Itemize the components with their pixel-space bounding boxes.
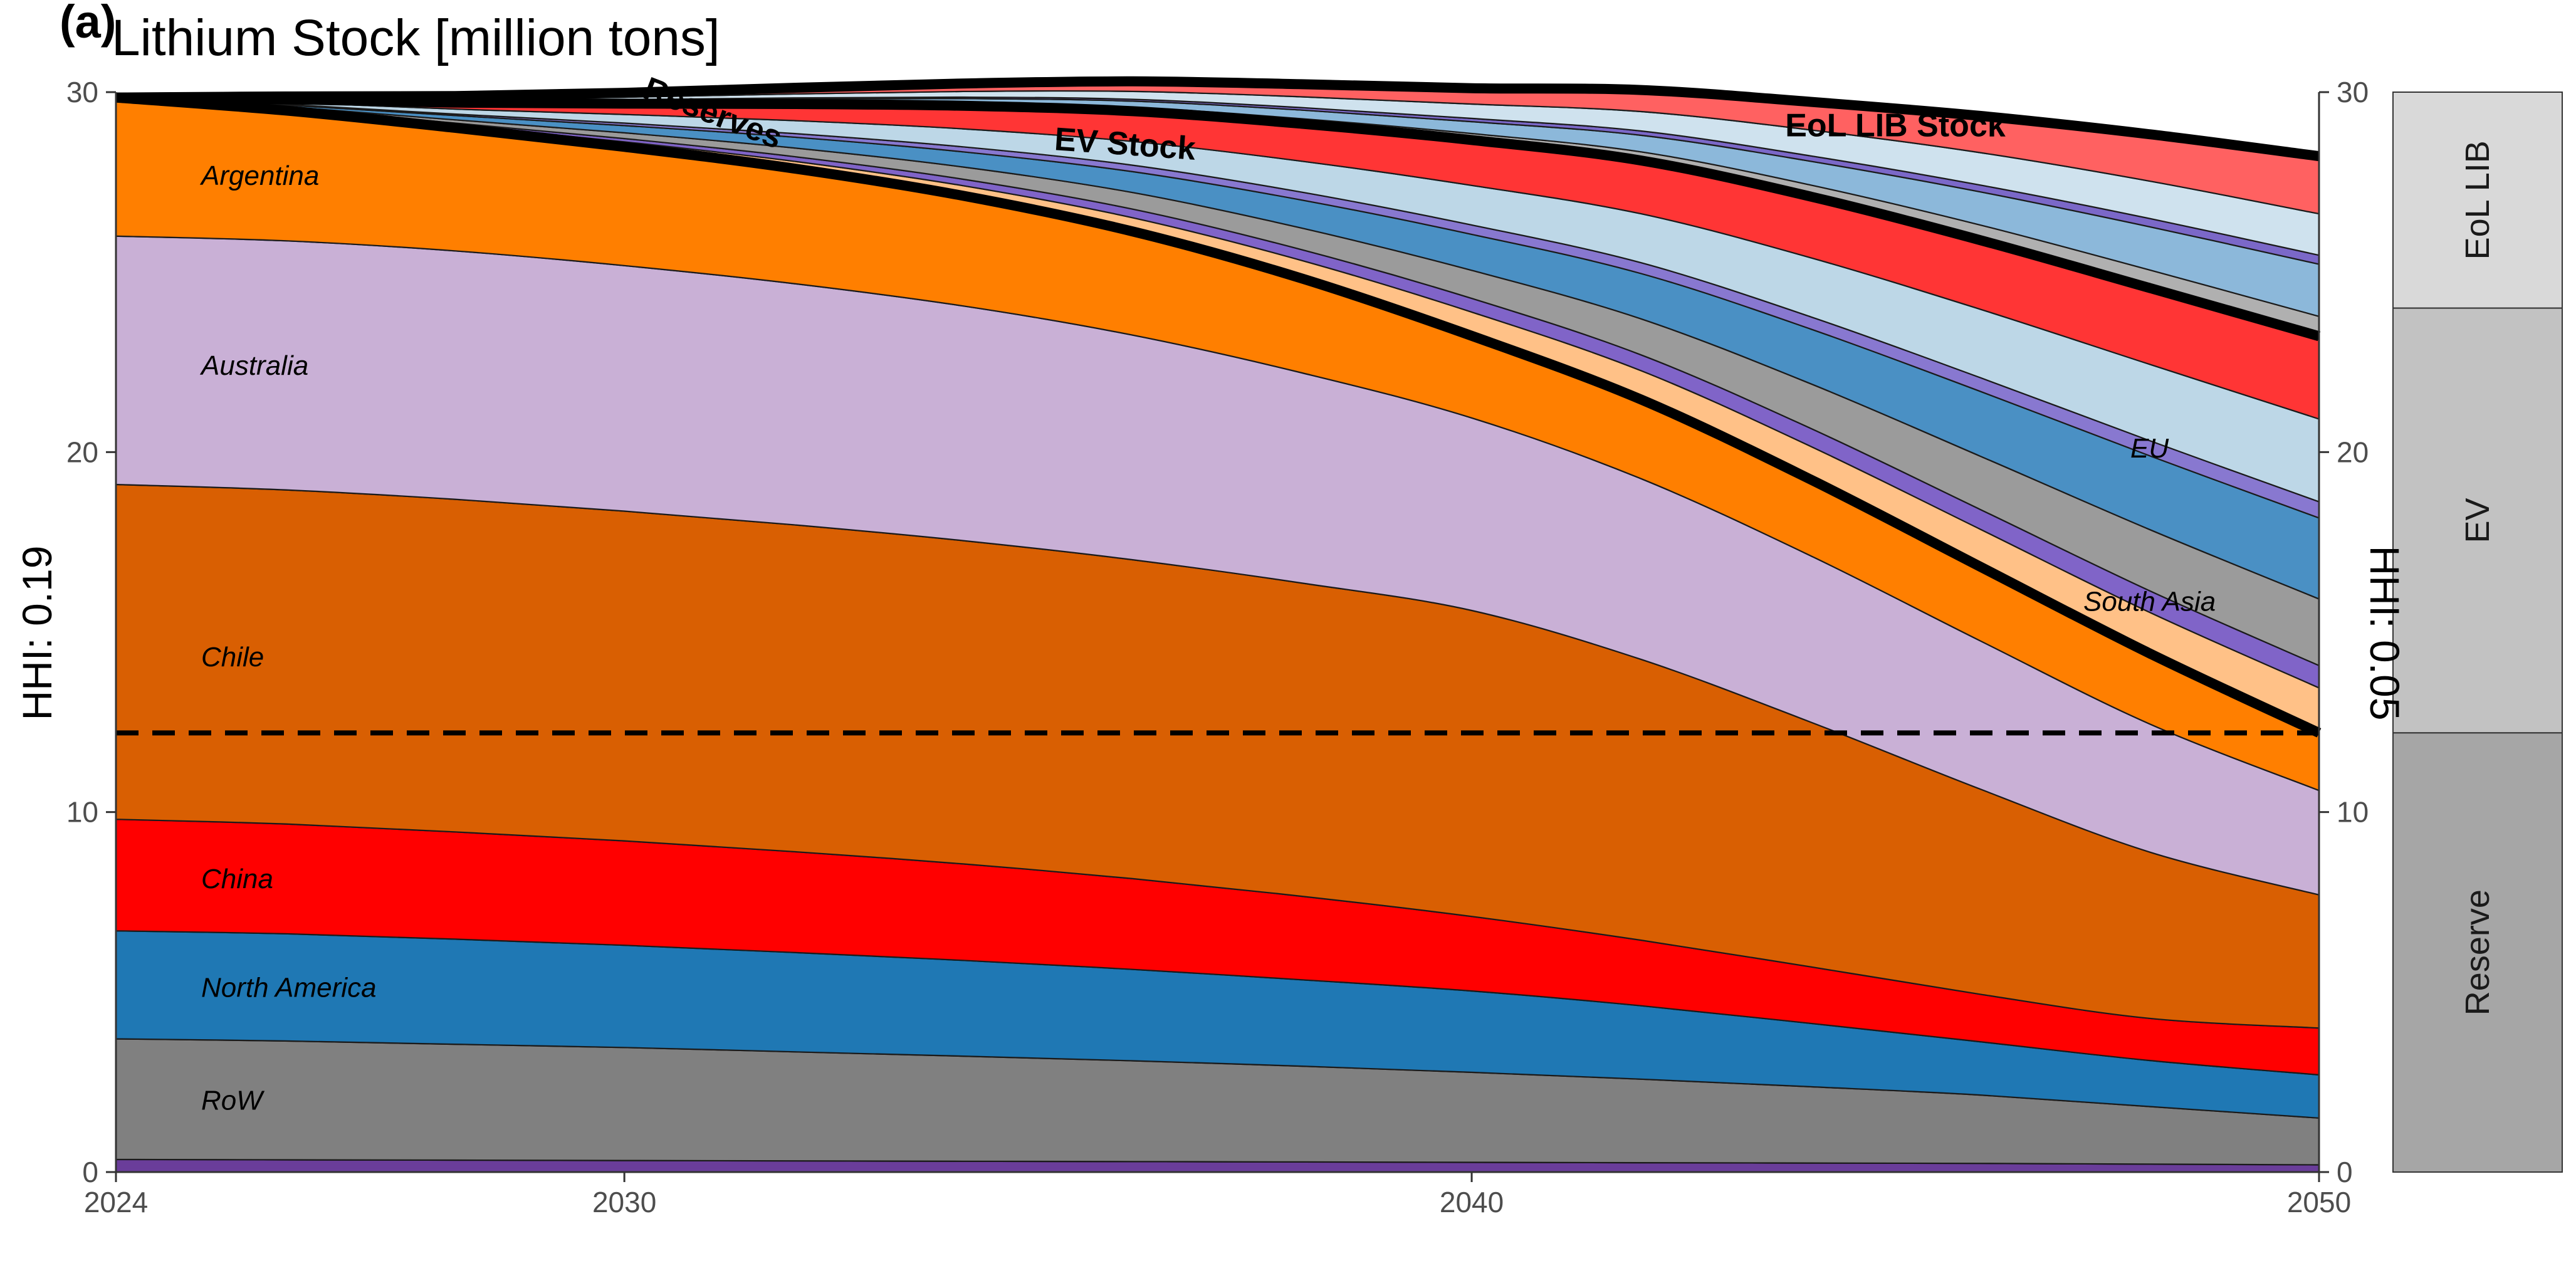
y-tick-label-20: 20 [66,436,98,468]
strip-label-eol-lib: EoL LIB [2459,140,2496,259]
x-tick-label-2050: 2050 [2287,1186,2351,1218]
right-y-tick-label-20: 20 [2337,436,2369,468]
left-hhi-label: HHI: 0.19 [14,546,60,721]
label-north-america: North America [201,972,377,1003]
right-y-tick-label-10: 10 [2337,796,2369,829]
y-tick-label-30: 30 [66,76,98,108]
right-y-tick-label-0: 0 [2337,1156,2353,1188]
label-eu: EU [2130,433,2169,464]
boundary-eol-lib-stock [115,76,2320,162]
facet-strips: EoL LIB EV Reserve [2392,92,2563,1173]
chart-title: Lithium Stock [million tons] [112,9,720,66]
label-south-asia: South Asia [2083,587,2216,617]
boundary-ev-stock [115,92,2321,342]
y-tick-label-0: 0 [82,1156,98,1188]
right-hhi-label: HHI: 0.05 [2362,546,2408,721]
x-tick-label-2024: 2024 [84,1186,148,1218]
y-tick-label-10: 10 [66,796,98,829]
label-china: China [201,864,273,894]
right-y-tick-label-30: 30 [2337,76,2369,108]
label-argentina: Argentina [199,160,319,191]
label-australia: Australia [199,350,308,381]
strip-ev [2392,307,2563,734]
strip-reserve [2392,732,2563,1173]
x-tick-label-2030: 2030 [592,1186,656,1218]
label-chile: Chile [201,642,264,673]
label-eol-lib-stock: EoL LIB Stock [1785,108,2006,144]
label-row: RoW [201,1086,264,1116]
strip-label-ev: EV [2459,498,2496,543]
strip-eol-lib [2392,92,2563,309]
strip-label-reserve: Reserve [2459,889,2496,1015]
panel-label: (a) [60,0,116,48]
boundary-reserves [115,92,2322,738]
boundary-lines [115,76,2322,738]
x-tick-label-2040: 2040 [1440,1186,1504,1218]
